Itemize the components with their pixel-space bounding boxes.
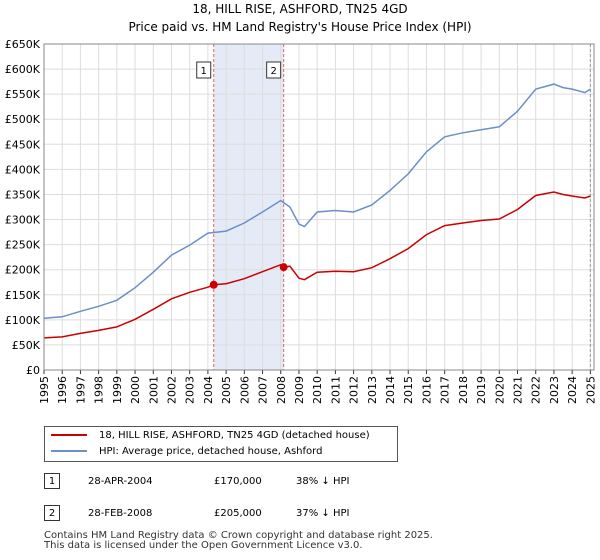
x-tick-label: 2003 — [184, 376, 197, 404]
x-tick-label: 1995 — [38, 376, 51, 404]
footer-line-2: This data is licensed under the Open Gov… — [44, 540, 363, 551]
x-tick-label: 2015 — [402, 376, 415, 404]
x-tick-label: 2010 — [311, 376, 324, 404]
x-tick-label: 2008 — [275, 376, 288, 404]
x-tick-label: 2020 — [493, 376, 506, 404]
x-tick-label: 1998 — [93, 376, 106, 404]
x-tick-label: 2016 — [420, 376, 433, 404]
sale-date-2: 28-FEB-2008 — [88, 508, 153, 519]
y-tick-label: £50K — [12, 339, 41, 352]
legend-label-property: 18, HILL RISE, ASHFORD, TN25 4GD (detach… — [99, 430, 370, 441]
sale-price-2: £205,000 — [214, 508, 262, 519]
x-tick-label: 2012 — [348, 376, 361, 404]
x-tick-label: 1999 — [111, 376, 124, 404]
sale-hpi-1: 38% ↓ HPI — [296, 476, 350, 487]
x-tick-label: 2024 — [566, 376, 579, 404]
legend-swatch-blue — [51, 450, 87, 452]
chart-title: 18, HILL RISE, ASHFORD, TN25 4GD — [192, 2, 408, 16]
footer: Contains HM Land Registry data © Crown c… — [44, 531, 584, 551]
series-line-hpi — [43, 83, 591, 320]
x-tick-label: 1996 — [56, 376, 69, 404]
x-tick-label: 2006 — [238, 376, 251, 404]
x-tick-label: 2011 — [329, 376, 342, 404]
sale-price-1: £170,000 — [214, 476, 262, 487]
sale-date-1: 28-APR-2004 — [88, 476, 153, 487]
legend-swatch-red — [51, 434, 87, 436]
price-chart: £0 £50K £100K £150K £200K £250K £300K £350K £400… — [5, 38, 598, 404]
legend-label-hpi: HPI: Average price, detached house, Ashf… — [99, 446, 323, 457]
y-tick-label: £250K — [5, 239, 41, 252]
x-tick-label: 1997 — [74, 376, 87, 404]
y-tick-label: £100K — [5, 314, 41, 327]
y-tick-label: £450K — [5, 138, 41, 151]
y-tick-label: £650K — [5, 38, 41, 51]
legend-item-hpi: HPI: Average price, detached house, Ashf… — [51, 444, 322, 460]
plot-area — [44, 44, 594, 370]
y-tick-label: £200K — [5, 264, 41, 277]
y-tick-label: £350K — [5, 188, 41, 201]
x-tick-label: 2005 — [220, 376, 233, 404]
chart-subtitle: Price paid vs. HM Land Registry's House … — [128, 20, 472, 34]
sale-point-2 — [279, 263, 288, 272]
sale-point-1 — [209, 280, 218, 289]
x-tick-label: 2021 — [512, 376, 525, 404]
annotation-box-1 — [196, 61, 212, 79]
x-tick-label: 2000 — [129, 376, 142, 404]
legend: 18, HILL RISE, ASHFORD, TN25 4GD (detach… — [44, 426, 398, 462]
x-tick-label: 2019 — [475, 376, 488, 404]
y-tick-label: £600K — [5, 63, 41, 76]
x-tick-label: 2018 — [457, 376, 470, 404]
sale-badge-1: 1 — [44, 473, 60, 489]
sale-row-2: 2 28-FEB-2008 £205,000 37% ↓ HPI — [44, 505, 349, 523]
sale-row-1: 1 28-APR-2004 £170,000 38% ↓ HPI — [44, 473, 349, 491]
y-tick-label: £500K — [5, 113, 41, 126]
series-line-property — [43, 191, 591, 339]
y-tick-label: £150K — [5, 289, 41, 302]
annotation-box-2 — [266, 61, 282, 79]
x-tick-label: 2017 — [439, 376, 452, 404]
shaded-region — [213, 44, 284, 370]
x-tick-label: 2009 — [293, 376, 306, 404]
x-tick-label: 2002 — [165, 376, 178, 404]
x-tick-label: 2022 — [530, 376, 543, 404]
legend-item-property: 18, HILL RISE, ASHFORD, TN25 4GD (detach… — [51, 428, 370, 444]
y-tick-label: £300K — [5, 214, 41, 227]
annotation-label-2: 2 — [270, 66, 276, 77]
x-tick-label: 2025 — [584, 376, 597, 404]
x-tick-label: 2014 — [384, 376, 397, 404]
sale-badge-2: 2 — [44, 505, 60, 521]
x-tick-label: 2023 — [548, 376, 561, 404]
sale-hpi-2: 37% ↓ HPI — [296, 508, 350, 519]
y-tick-label: £400K — [5, 163, 41, 176]
plot-frame — [43, 43, 595, 371]
x-tick-label: 2004 — [202, 376, 215, 404]
x-tick-label: 2013 — [366, 376, 379, 404]
x-tick-label: 2001 — [147, 376, 160, 404]
footer-line-1: Contains HM Land Registry data © Crown c… — [44, 530, 433, 541]
y-tick-label: £550K — [5, 88, 41, 101]
x-tick-label: 2007 — [257, 376, 270, 404]
annotation-label-1: 1 — [201, 66, 207, 77]
y-tick-label: £0 — [26, 364, 40, 377]
